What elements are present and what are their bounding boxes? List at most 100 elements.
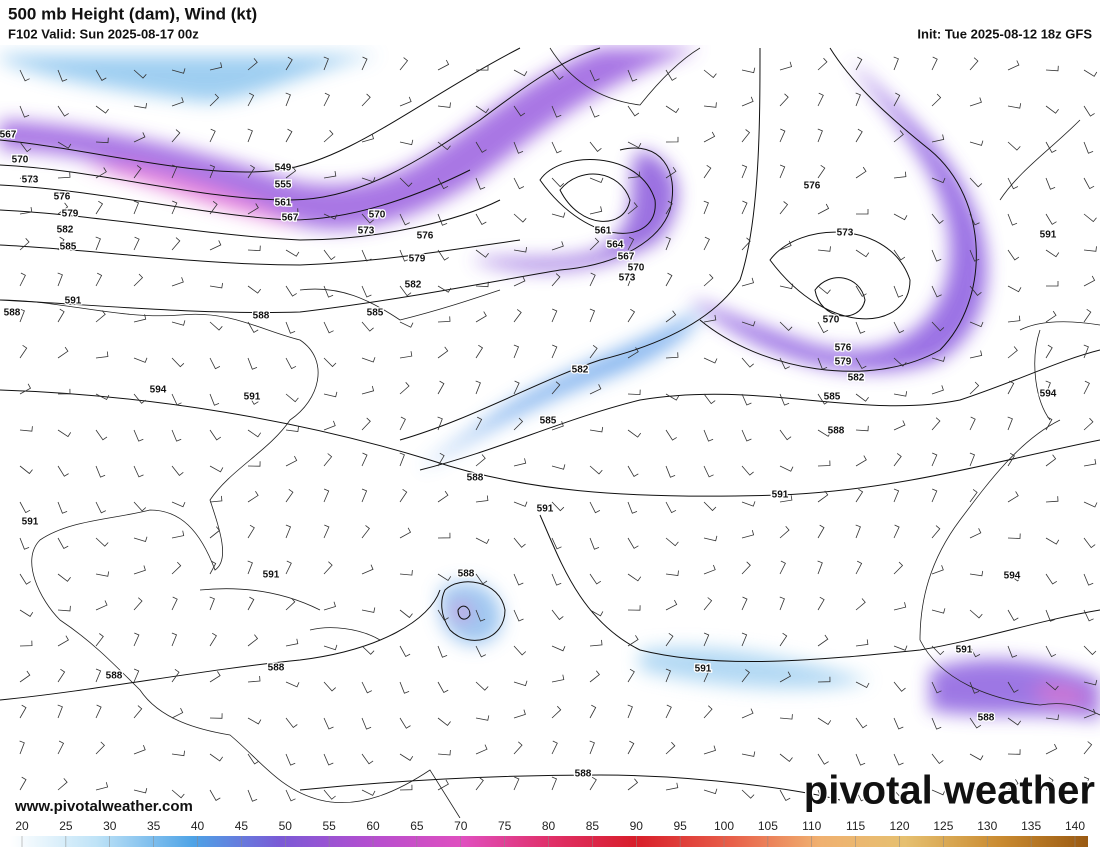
wind-barb [513, 537, 526, 548]
wind-barb [95, 501, 106, 514]
wind-barb [19, 426, 33, 432]
wind-barb [323, 92, 330, 107]
wind-barb [779, 283, 794, 290]
wind-barb [247, 164, 256, 179]
wind-barb [589, 573, 602, 585]
wind-barb [703, 745, 717, 755]
website: www.pivotalweather.com [14, 798, 193, 815]
wind-barb [171, 668, 180, 683]
contour-label: 579 [62, 209, 79, 220]
wind-barb [817, 57, 828, 71]
wind-barb [1045, 776, 1054, 791]
contour-label: 585 [824, 392, 841, 403]
wind-barb [627, 308, 636, 323]
wind-barb [1083, 213, 1097, 223]
wind-barb [817, 203, 830, 215]
wind-barb [285, 753, 296, 766]
wind-barb [627, 141, 642, 149]
wind-shading [0, 48, 1100, 720]
wind-barb [931, 452, 938, 467]
wind-barb [779, 240, 792, 251]
wind-barb [19, 501, 31, 514]
wind-barb [209, 596, 215, 611]
wind-barb [589, 344, 598, 359]
wind-barb [475, 249, 489, 258]
wind-barb [1083, 741, 1093, 755]
wind-barb [437, 717, 451, 726]
wind-barb [779, 321, 793, 331]
wind-barb [1045, 743, 1058, 755]
wind-barb [475, 344, 484, 359]
wind-barb [209, 200, 218, 215]
wind-barb [703, 632, 710, 647]
wind-barb [893, 453, 902, 467]
wind-barb [1046, 281, 1059, 287]
wind-barb [133, 103, 147, 109]
wind-barb [57, 272, 63, 287]
wind-barb [399, 249, 410, 262]
colorbar-tick-label: 115 [846, 819, 865, 833]
wind-barb [171, 789, 185, 799]
wind-barb [95, 167, 107, 179]
wind-barb [969, 717, 982, 729]
wind-barb [703, 597, 713, 611]
wind-barb [665, 166, 677, 179]
wind-barb [1083, 645, 1097, 656]
wind-barb [1007, 177, 1019, 190]
wind-barb [323, 524, 330, 539]
wind-barb [703, 200, 709, 215]
wind-barb [285, 285, 297, 297]
wind-barb [361, 285, 372, 298]
wind-barb [475, 281, 489, 288]
wind-barb [57, 105, 69, 117]
wind-barb [589, 206, 603, 215]
colorbar-tick-label: 60 [366, 819, 380, 833]
wind-barb [627, 202, 638, 215]
wind-barb [1007, 717, 1022, 726]
wind-barb [741, 751, 756, 757]
wind-barb [931, 56, 938, 71]
wind-barb [19, 537, 30, 550]
wind-barb [1007, 285, 1022, 293]
wind-barb [551, 674, 565, 683]
wind-barb [589, 776, 597, 791]
contour-label: 588 [575, 769, 592, 780]
wind-barb [1083, 573, 1094, 586]
wind-barb [437, 177, 449, 190]
wind-barb [1045, 177, 1056, 190]
wind-barb [1007, 346, 1018, 359]
wind-barb [779, 789, 791, 802]
wind-barb [247, 789, 258, 802]
wind-barb [95, 429, 108, 441]
wind-barb [1007, 533, 1021, 539]
wind-barb [779, 753, 793, 762]
wind-barb [893, 717, 904, 730]
contour-label: 582 [405, 280, 422, 291]
wind-barb [475, 380, 481, 395]
wind-barb [133, 69, 147, 79]
wind-barb [19, 69, 30, 82]
wind-barb [893, 285, 904, 298]
wind-barb [1007, 103, 1022, 109]
contour-label: 576 [54, 192, 71, 203]
wind-barb [1045, 454, 1057, 467]
wind-barb [551, 141, 562, 154]
colorbar-tick-label: 30 [103, 819, 117, 833]
wind-barb [893, 391, 908, 397]
wind-barb [437, 452, 445, 467]
wind-barb [19, 640, 33, 647]
wind-barb [323, 453, 333, 467]
wind-barb [551, 537, 562, 550]
wind-barb [171, 393, 182, 406]
wind-barb [437, 532, 451, 539]
wind-barb [19, 383, 32, 395]
wind-barb [551, 705, 562, 719]
wind-barb [627, 236, 635, 251]
wind-barb [171, 501, 186, 508]
wind-barb [855, 357, 867, 370]
wind-barb [551, 421, 564, 431]
wind-barb [361, 452, 368, 467]
wind-barb [57, 141, 72, 149]
wind-barb [399, 177, 413, 187]
contour-label: 588 [828, 426, 845, 437]
